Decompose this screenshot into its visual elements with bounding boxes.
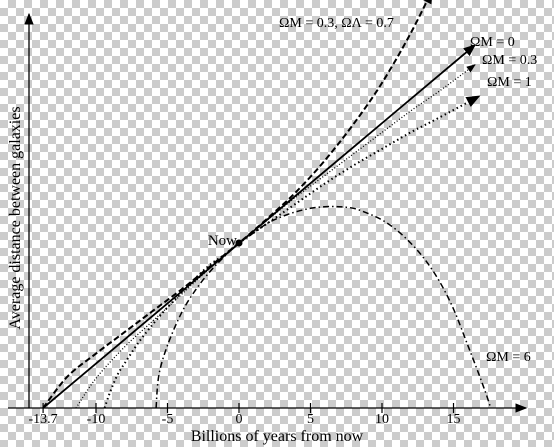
x-tick-label: -10 <box>87 412 106 427</box>
series-label-m1: ΩM = 1 <box>487 75 532 90</box>
series-line-0 <box>42 0 433 409</box>
series-label-lambda: ΩM = 0.3, ΩΛ = 0.7 <box>279 16 394 31</box>
x-tick-labels: -13.7 -10 -5 0 5 10 15 <box>29 412 461 427</box>
x-tick-label: -13.7 <box>29 412 58 427</box>
y-axis-title: Average distance between galaxies <box>7 106 24 329</box>
x-tick-label: 5 <box>307 412 314 427</box>
series-line-4 <box>155 205 492 409</box>
series-label-m03: ΩM = 0.3 <box>482 53 537 68</box>
series-label-m6: ΩM = 6 <box>486 350 531 365</box>
x-tick-label: 0 <box>236 412 243 427</box>
x-ticks <box>42 403 455 413</box>
series-line-3 <box>103 95 481 409</box>
x-tick-label: 15 <box>447 412 461 427</box>
x-axis-title: Billions of years from now <box>191 428 364 445</box>
now-marker <box>235 239 243 247</box>
now-label: Now <box>208 233 237 249</box>
x-tick-label: -5 <box>162 412 174 427</box>
series-line-2 <box>75 64 476 409</box>
curves <box>42 0 492 409</box>
x-tick-label: 10 <box>375 412 389 427</box>
series-label-m0: ΩM = 0 <box>470 35 515 50</box>
